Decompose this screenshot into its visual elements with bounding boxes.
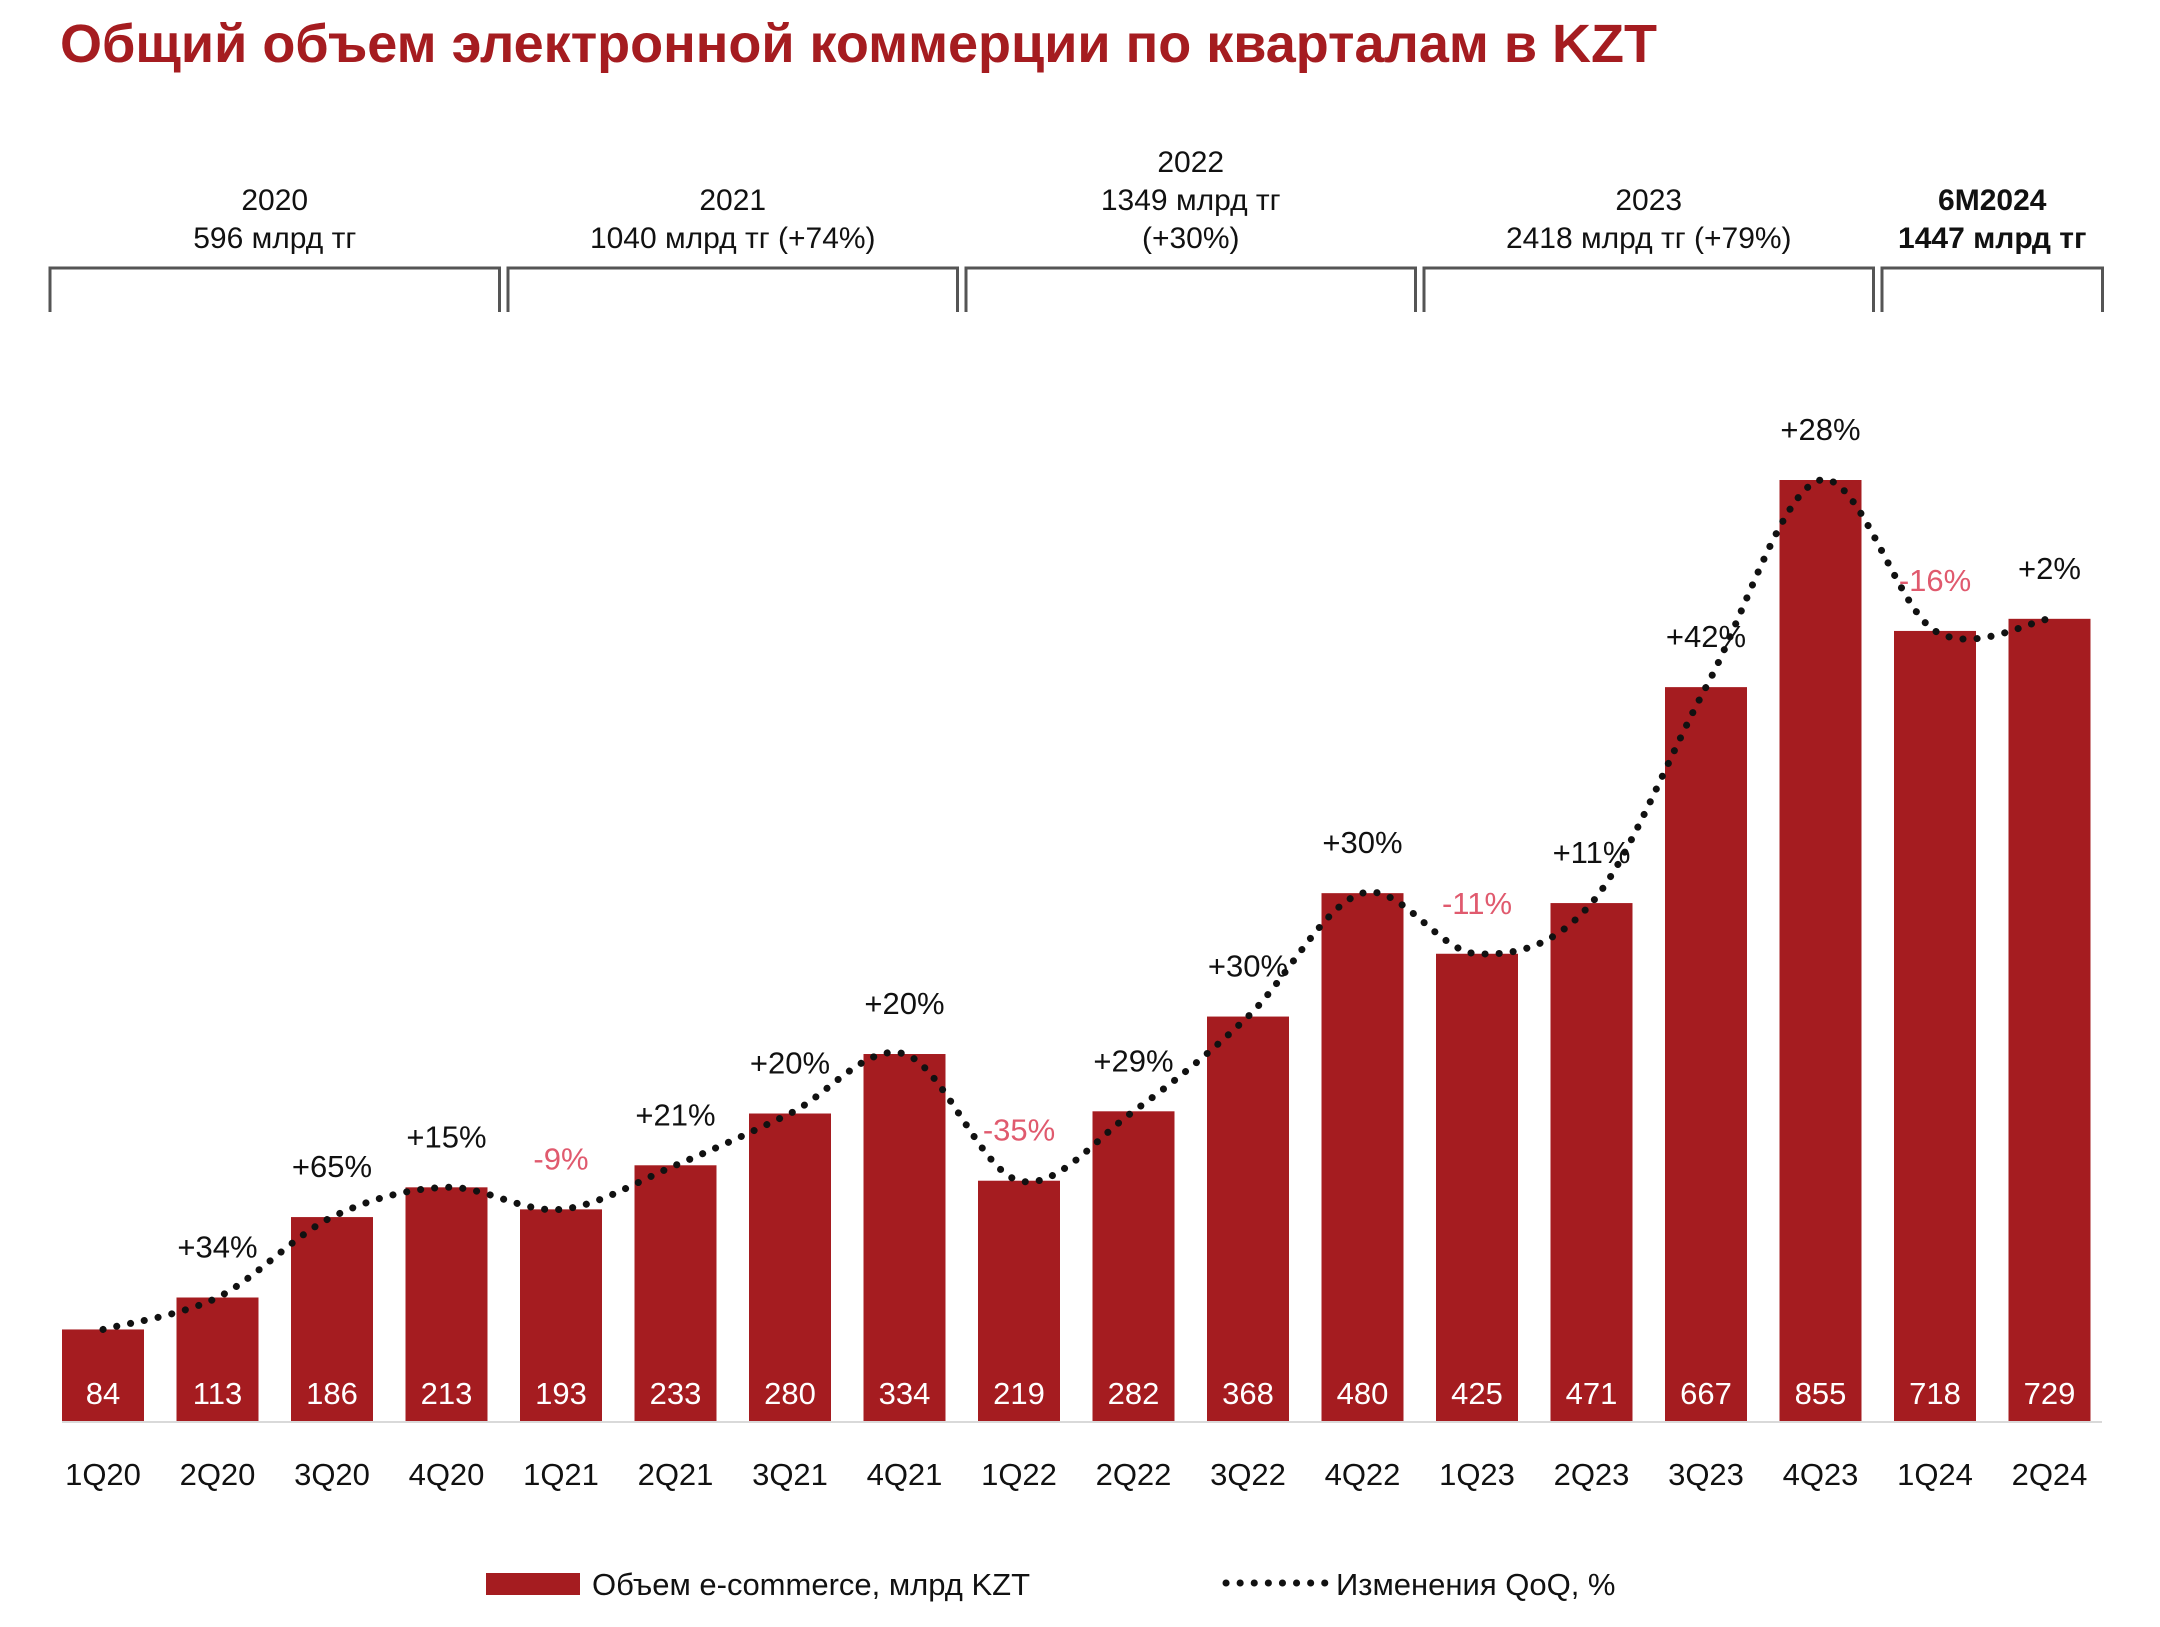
qoq-change-label: +42% (1666, 619, 1746, 654)
legend: Объем e-commerce, млрд KZT Изменения QoQ… (486, 1567, 1616, 1602)
bar-2Q23 (1550, 903, 1633, 1422)
bar-1Q21 (520, 1209, 602, 1422)
qoq-change-label: +15% (406, 1119, 486, 1154)
x-tick-label: 2Q23 (1554, 1457, 1630, 1492)
bar-value-label: 718 (1909, 1376, 1961, 1411)
x-tick-label: 1Q23 (1439, 1457, 1515, 1492)
bar-4Q21 (863, 1054, 946, 1422)
bar-value-label: 729 (2024, 1376, 2076, 1411)
qoq-change-label: +20% (750, 1046, 830, 1081)
year-group-label: 596 млрд тг (193, 222, 356, 255)
bar-value-label: 425 (1451, 1376, 1503, 1411)
qoq-change-label: +21% (635, 1097, 715, 1132)
bar-value-label: 667 (1680, 1376, 1732, 1411)
year-bracket (1880, 266, 2104, 312)
bar-value-label: 334 (879, 1376, 931, 1411)
x-tick-label: 3Q23 (1668, 1457, 1744, 1492)
qoq-change-label: +29% (1093, 1043, 1173, 1078)
bar-value-label: 282 (1108, 1376, 1160, 1411)
x-axis-ticks: 1Q20 2Q20 3Q20 4Q20 1Q21 2Q21 3Q21 4Q21 1Q22 2Q22… (65, 1457, 2087, 1492)
year-group-label: 2022 (1157, 146, 1224, 179)
qoq-change-label: +2% (2018, 551, 2081, 586)
qoq-change-label: +30% (1208, 949, 1288, 984)
legend-line-label: Изменения QoQ, % (1336, 1567, 1616, 1602)
bar-value-label: 480 (1337, 1376, 1389, 1411)
bar-4Q22 (1321, 893, 1404, 1422)
bar-2Q24 (2008, 618, 2091, 1422)
qoq-change-label: +11% (1553, 835, 1631, 870)
x-tick-label: 3Q21 (752, 1457, 828, 1492)
bar-value-label: 368 (1222, 1376, 1274, 1411)
year-groups: 2020 596 млрд тг 2021 1040 млрд тг (+74%) 20… (48, 146, 2104, 312)
qoq-change-labels: +34% +65% +15% -9% +21% +20% +20% -35% +29% +30% +… (177, 412, 2081, 1265)
year-group-label: 2023 (1615, 184, 1682, 217)
year-group-label: (+30%) (1142, 222, 1240, 255)
year-group-label: 1447 млрд тг (1898, 222, 2086, 255)
x-tick-label: 1Q24 (1897, 1457, 1973, 1492)
x-tick-label: 4Q22 (1325, 1457, 1401, 1492)
bar-3Q22 (1207, 1016, 1289, 1422)
qoq-change-label: -35% (983, 1113, 1055, 1148)
bar-4Q23 (1779, 480, 1862, 1422)
bar-1Q22 (978, 1180, 1060, 1422)
bar-1Q24 (1894, 630, 1976, 1422)
year-bracket (1422, 266, 1875, 312)
year-group-label: 2021 (699, 184, 766, 217)
year-group-label: 2020 (241, 184, 308, 217)
bar-value-label: 193 (535, 1376, 587, 1411)
year-bracket (48, 266, 501, 312)
year-bracket (964, 266, 1417, 312)
bar-value-label: 855 (1795, 1376, 1847, 1411)
qoq-change-label: -16% (1899, 563, 1971, 598)
qoq-change-label: -11% (1442, 886, 1512, 921)
legend-bar-swatch (486, 1573, 580, 1595)
qoq-change-label: +28% (1780, 412, 1860, 447)
year-bracket (506, 266, 959, 312)
bar-value-labels: 84 113 186 213 193 233 280 334 219 282 368 480 425 47… (86, 1376, 2076, 1411)
qoq-change-line (99, 476, 2053, 1333)
x-tick-label: 2Q22 (1096, 1457, 1172, 1492)
year-group-label: 1040 млрд тг (+74%) (590, 222, 876, 255)
x-tick-label: 2Q20 (180, 1457, 256, 1492)
qoq-change-label: +34% (177, 1230, 257, 1265)
x-tick-label: 2Q21 (638, 1457, 714, 1492)
bar-3Q20 (291, 1217, 373, 1422)
qoq-change-label: +20% (864, 986, 944, 1021)
bar-value-label: 186 (306, 1376, 358, 1411)
chart-title: Общий объем электронной коммерции по ква… (60, 14, 1657, 74)
x-tick-label: 1Q20 (65, 1457, 141, 1492)
bar-value-label: 84 (86, 1376, 120, 1411)
x-tick-label: 4Q21 (867, 1457, 943, 1492)
bar-value-label: 233 (650, 1376, 702, 1411)
bar-value-label: 113 (193, 1376, 242, 1411)
x-tick-label: 1Q22 (981, 1457, 1057, 1492)
qoq-change-label: +30% (1322, 825, 1402, 860)
year-group-label: 2418 млрд тг (+79%) (1506, 222, 1792, 255)
x-tick-label: 3Q20 (294, 1457, 370, 1492)
legend-bar-label: Объем e-commerce, млрд KZT (592, 1567, 1030, 1602)
bars (62, 480, 2091, 1422)
x-tick-label: 4Q20 (409, 1457, 485, 1492)
bar-1Q23 (1436, 953, 1518, 1422)
bar-value-label: 219 (993, 1376, 1045, 1411)
x-tick-label: 3Q22 (1210, 1457, 1286, 1492)
x-tick-label: 4Q23 (1783, 1457, 1859, 1492)
qoq-change-label: -9% (533, 1141, 588, 1176)
year-group-label: 6M2024 (1938, 184, 2047, 217)
bar-2Q20 (176, 1297, 259, 1422)
bar-3Q23 (1665, 687, 1747, 1422)
bar-2Q21 (634, 1165, 717, 1422)
bar-3Q21 (749, 1113, 831, 1422)
qoq-change-label: +65% (292, 1149, 372, 1184)
x-tick-label: 1Q21 (523, 1457, 599, 1492)
bar-value-label: 471 (1566, 1376, 1618, 1411)
bar-2Q22 (1092, 1111, 1175, 1422)
bar-1Q20 (62, 1329, 144, 1422)
bar-value-label: 213 (421, 1376, 473, 1411)
year-group-label: 1349 млрд тг (1101, 184, 1281, 217)
bar-4Q20 (405, 1187, 488, 1422)
bar-value-label: 280 (764, 1376, 816, 1411)
x-tick-label: 2Q24 (2012, 1457, 2088, 1492)
